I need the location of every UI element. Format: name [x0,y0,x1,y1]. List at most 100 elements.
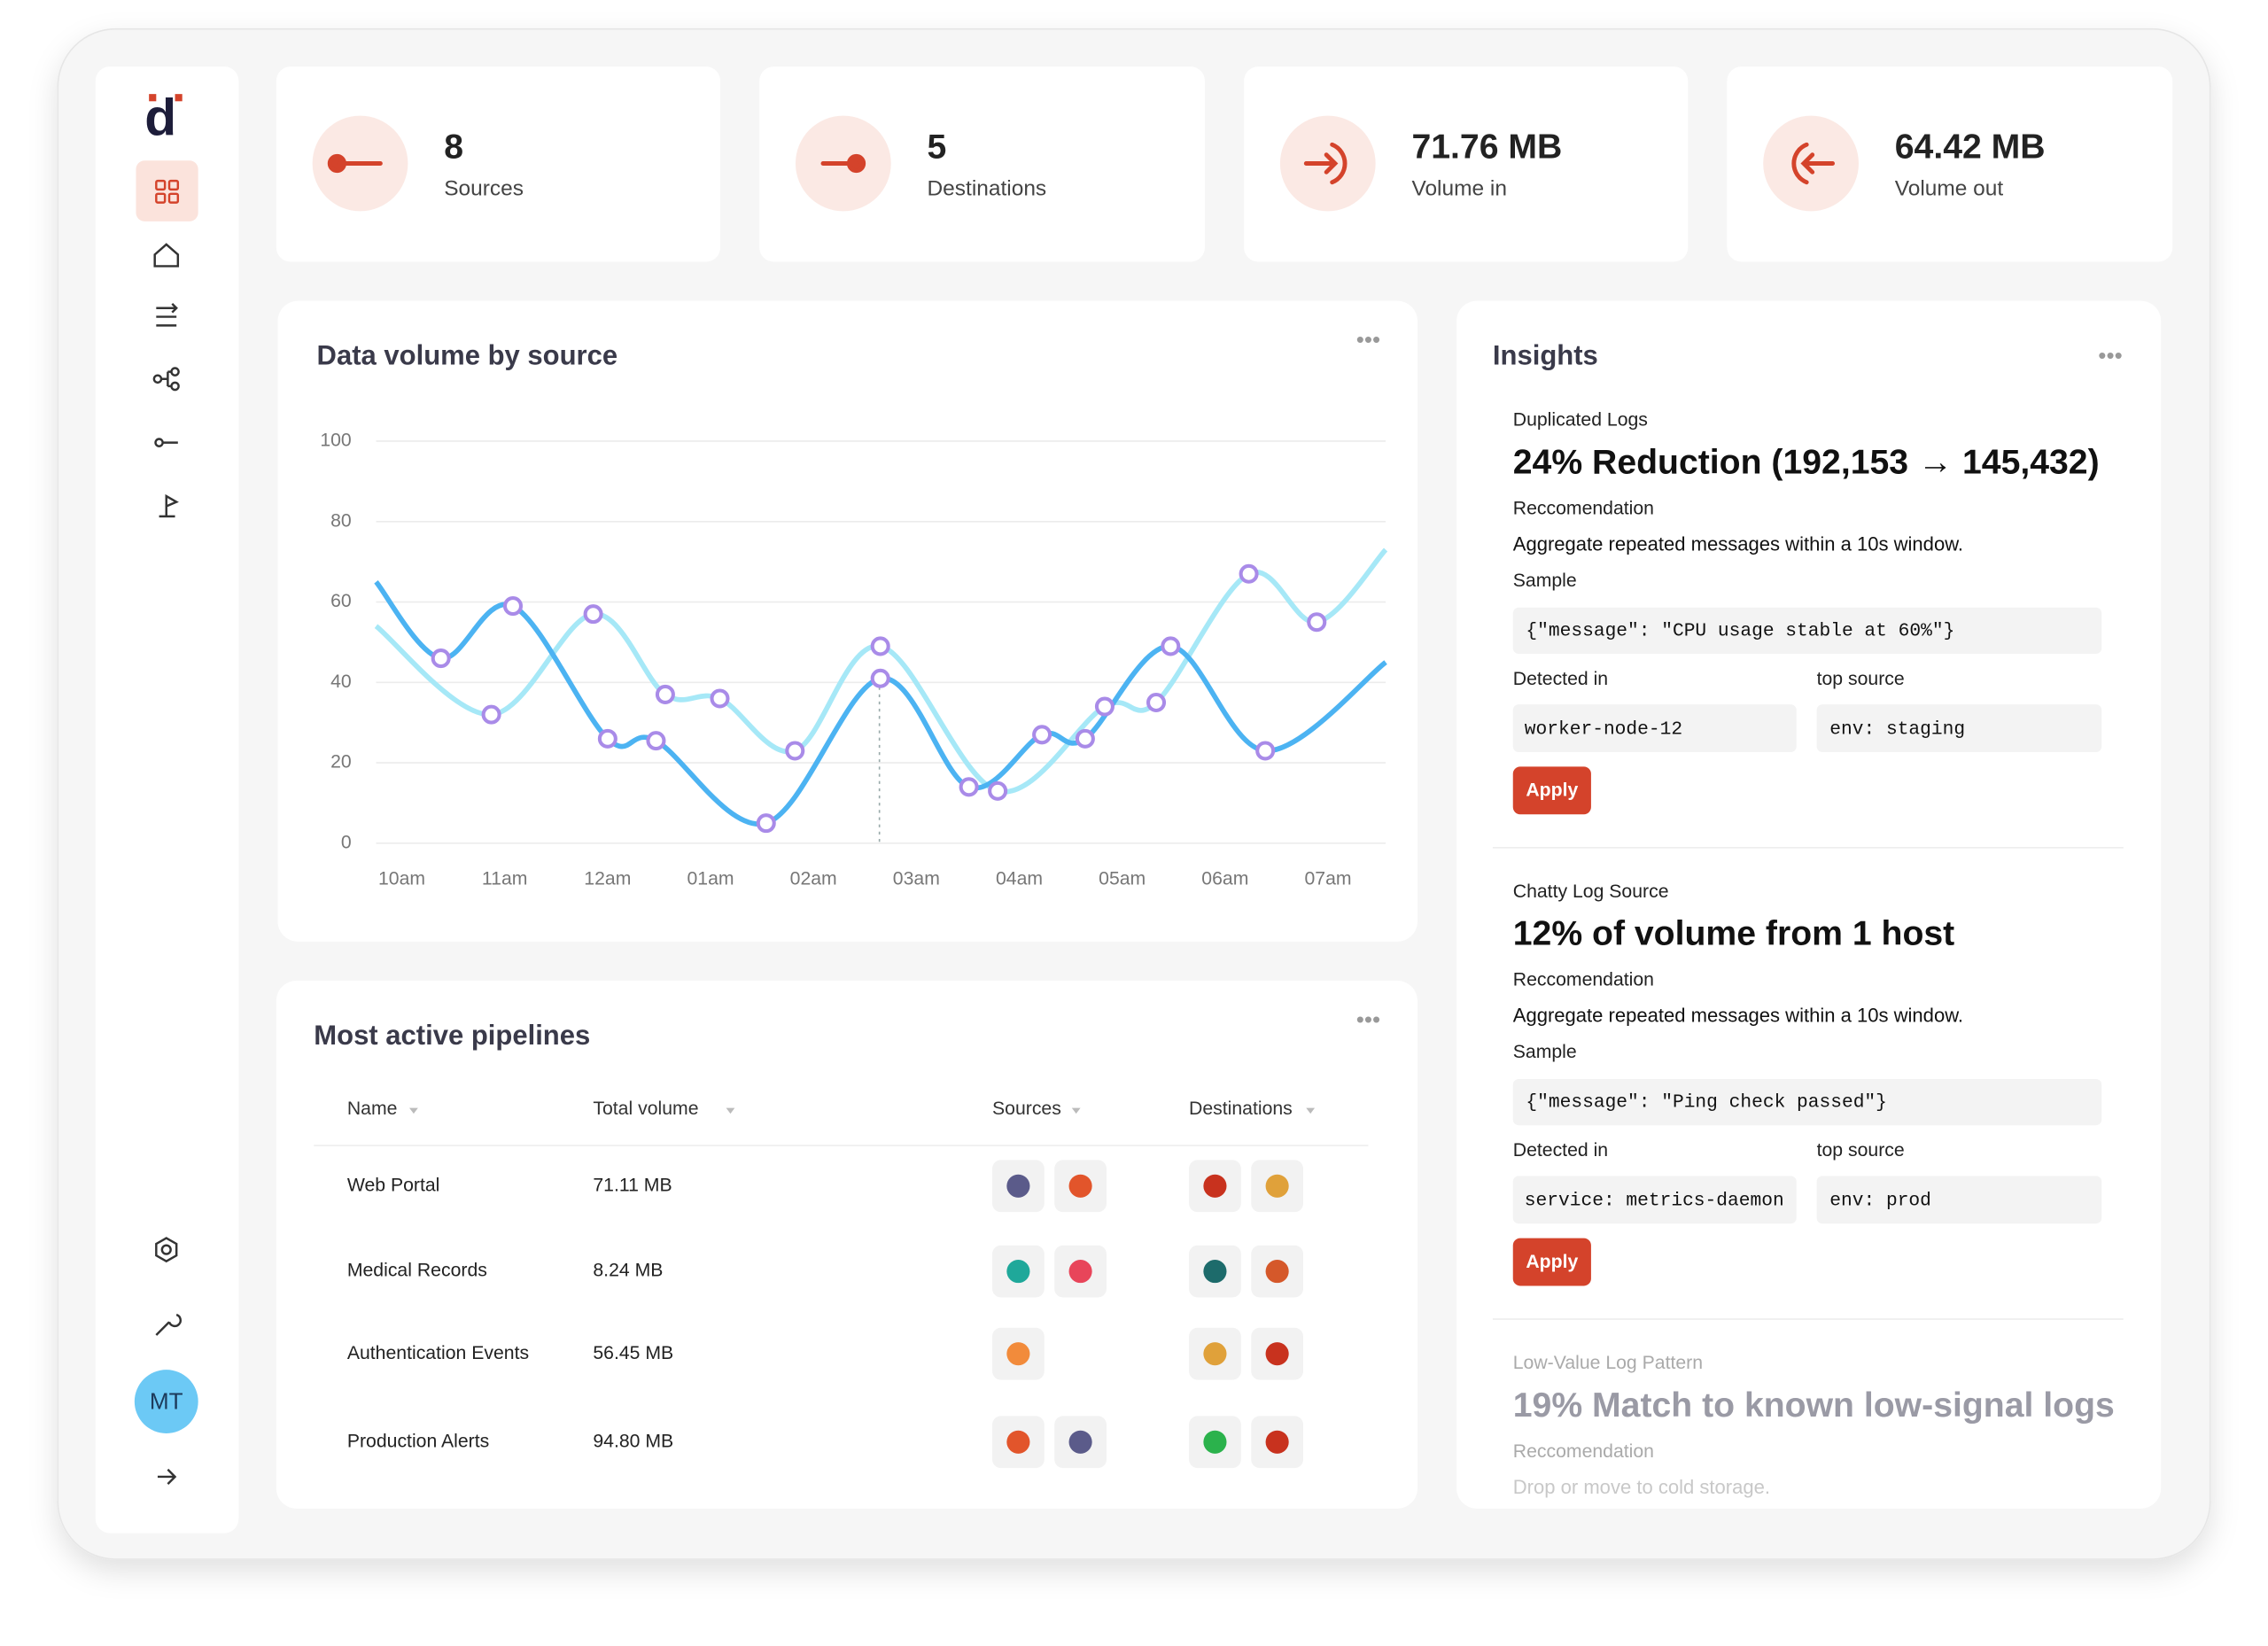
integration-logo [1068,1174,1092,1198]
insight-label: Detected in [1513,669,1608,689]
point-marker [597,728,617,749]
insights-title: Insights [1493,339,1598,370]
more-menu[interactable]: ••• [2098,342,2122,369]
integration-logo [1006,1260,1030,1284]
sort-arrow [409,1107,418,1114]
point-marker [988,780,1008,801]
stat-card [1244,66,1689,262]
point-marker [1032,725,1052,745]
x-tick-label: 06am [1201,868,1248,889]
insight-recommendation: Drop or move to cold storage. [1513,1476,1770,1498]
stat-icon [1303,142,1348,185]
table-card [276,980,1418,1509]
insight-category: Low-Value Log Pattern [1513,1353,1703,1373]
column-header[interactable]: Total volume [593,1099,698,1119]
insight-label: top source [1817,1140,1905,1161]
point-marker [756,813,776,834]
integration-logo [1068,1430,1092,1454]
stat-value: 71.76 MB [1411,128,1562,167]
x-tick-label: 02am [790,868,837,889]
stat-value: 64.42 MB [1895,128,2046,167]
insights-list: Duplicated Logs 24% Reduction (192,153 → … [1513,410,2115,1498]
column-header[interactable]: Name [347,1099,398,1119]
stat-card [1727,66,2173,262]
pipeline-name: Production Alerts [347,1431,489,1451]
integration-logo [1006,1430,1030,1454]
logo-dot [149,94,157,102]
x-tick-label: 12am [584,868,631,889]
insight-label: Reccomendation [1513,1441,1654,1462]
point-marker [655,684,675,704]
point-marker [870,668,890,688]
stat-icon [327,153,383,174]
insight-label: Reccomendation [1513,498,1654,518]
point-marker [583,604,603,625]
chart-title: Data volume by source [317,339,618,370]
point-marker [646,731,666,751]
logo-dot [175,94,183,102]
stat-label: Volume out [1895,176,2004,200]
point-marker [1307,612,1327,633]
insight-detected: worker-node-12 [1525,718,1682,740]
apply-button[interactable] [1512,766,1591,815]
stat-icon [820,153,866,174]
code-box [1512,1176,1797,1224]
y-tick-label: 0 [341,832,352,852]
insight-label: Detected in [1513,1140,1608,1161]
stat-icon [1791,142,1836,185]
point-marker [431,648,451,669]
insight-top-source: env: prod [1829,1191,1931,1212]
avatar-initials: MT [150,1388,183,1415]
code-box [1512,704,1797,752]
avatar[interactable] [134,1370,198,1433]
insights-card [1456,300,2162,1509]
insight-category: Chatty Log Source [1513,881,1669,902]
integration-logo [1265,1260,1289,1284]
insight-headline: 12% of volume from 1 host [1513,915,1954,953]
integration-logo [1203,1342,1227,1366]
insight-top-source: env: staging [1829,718,1965,740]
icon-arrow [1791,142,1836,185]
pipeline-volume: 94.80 MB [593,1431,673,1451]
pipeline-name: Medical Records [347,1261,487,1281]
column-header[interactable]: Sources [992,1099,1061,1119]
column-header[interactable]: Destinations [1189,1099,1293,1119]
integration-logo [1265,1174,1289,1198]
apply-button[interactable] [1512,1238,1591,1286]
integration-logo [1006,1174,1030,1198]
y-tick-label: 100 [320,431,351,451]
insight-headline: 19% Match to known low-signal logs [1513,1386,2115,1425]
apply-button-label[interactable]: Apply [1526,780,1578,801]
x-tick-label: 03am [893,868,940,889]
insight-label: Sample [1513,571,1577,591]
more-menu[interactable]: ••• [1356,326,1380,353]
insight-category: Duplicated Logs [1513,410,1648,431]
stat-label: Destinations [928,176,1047,200]
y-tick-label: 20 [330,752,352,773]
point-marker [1161,636,1181,656]
insight-headline: 24% Reduction (192,153 → 145,432) [1513,443,2100,481]
more-menu[interactable]: ••• [1356,1006,1380,1033]
chart-card [277,300,1418,942]
integration-logo [1203,1174,1227,1198]
x-tick-label: 04am [996,868,1043,889]
nav-active[interactable] [136,160,198,221]
code-box [1816,704,2102,752]
point-marker [1255,741,1276,761]
sort-arrow [1071,1107,1081,1114]
grid-icon [155,179,180,204]
point-marker [710,688,730,709]
pipeline-name: Authentication Events [347,1343,529,1363]
pipeline-volume: 71.11 MB [593,1175,672,1195]
x-tick-label: 10am [378,868,425,889]
point-marker [785,741,805,761]
x-tick-label: 11am [482,868,528,889]
insight-recommendation: Aggregate repeated messages within a 10s… [1513,1005,1963,1027]
apply-button-label[interactable]: Apply [1526,1252,1578,1272]
pipeline-volume: 56.45 MB [593,1343,673,1363]
nav-icons[interactable] [152,243,183,1485]
sort-arrow [1306,1107,1316,1114]
insight-detected: service: metrics-daemon [1525,1191,1784,1212]
